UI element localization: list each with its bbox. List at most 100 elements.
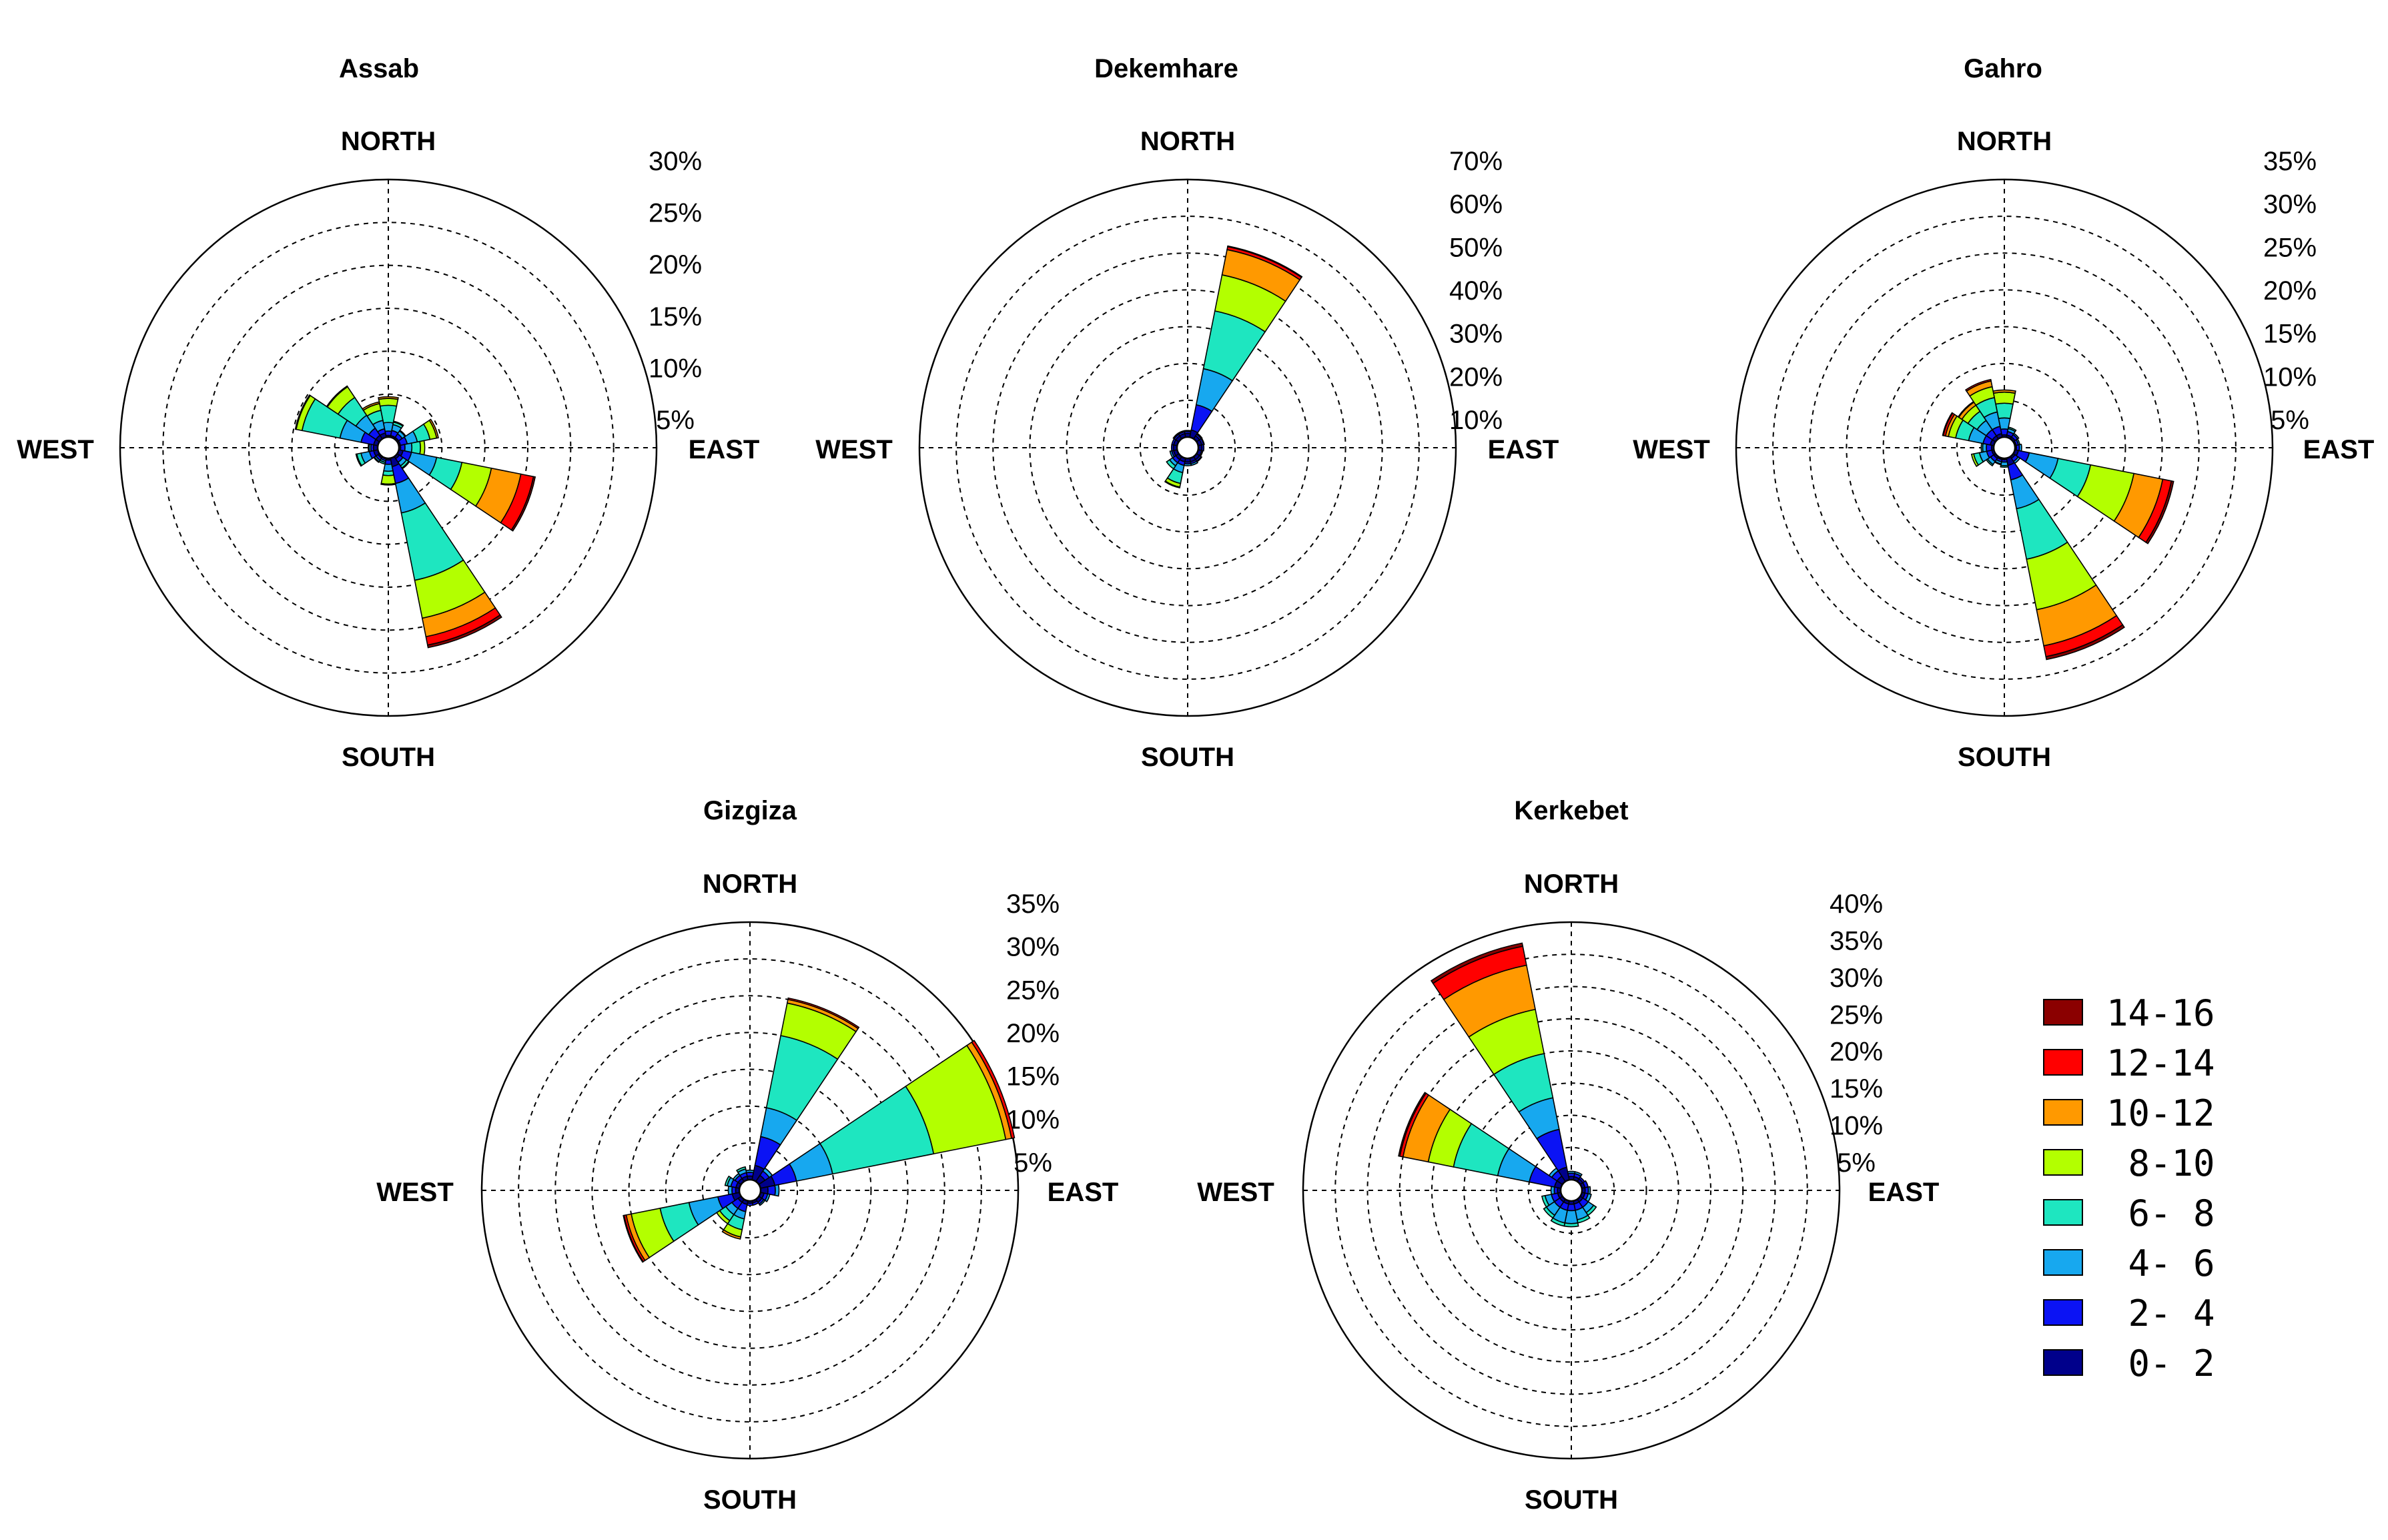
legend-label: 14-16 bbox=[2106, 992, 2215, 1034]
label-west: WEST bbox=[1633, 435, 1710, 464]
grid-ring bbox=[1882, 326, 2126, 570]
sector-segment bbox=[2007, 426, 2017, 432]
sector-segment bbox=[1184, 430, 1192, 433]
ring-label: 15% bbox=[649, 302, 702, 332]
grid-ring bbox=[1495, 1114, 1647, 1266]
sector-segment bbox=[1964, 378, 1992, 392]
sector-segment bbox=[378, 398, 399, 407]
ring-label: 25% bbox=[1006, 976, 1060, 1005]
grid-ring bbox=[1066, 326, 1310, 570]
grid-ring bbox=[665, 1105, 835, 1276]
sector-segment bbox=[380, 474, 396, 485]
legend-label: 0- 2 bbox=[2106, 1342, 2215, 1385]
label-east: EAST bbox=[1868, 1178, 1940, 1207]
ring-label: 30% bbox=[1006, 933, 1060, 962]
sector-segment bbox=[1992, 389, 2016, 394]
sector-segment bbox=[2045, 624, 2125, 661]
ring-label: 20% bbox=[1006, 1019, 1060, 1048]
sector-segment bbox=[1567, 1170, 1576, 1174]
legend-item: 6- 8 bbox=[2043, 1192, 2215, 1234]
ring-label: 30% bbox=[1830, 964, 1883, 993]
legend-item: 2- 4 bbox=[2043, 1292, 2215, 1334]
sector-segment bbox=[368, 443, 370, 452]
ring-label: 10% bbox=[1006, 1105, 1060, 1134]
grid-ring bbox=[628, 1068, 872, 1312]
label-east: EAST bbox=[2303, 435, 2375, 464]
chart-title: Assab bbox=[339, 54, 419, 83]
legend-label: 2- 4 bbox=[2106, 1292, 2215, 1334]
legend-label: 4- 6 bbox=[2106, 1242, 2215, 1284]
legend-swatch bbox=[2043, 1249, 2083, 1276]
label-east: EAST bbox=[689, 435, 760, 464]
ring-label: 10% bbox=[2263, 362, 2317, 392]
sector-segment bbox=[727, 1185, 733, 1196]
sector-segment bbox=[1587, 1186, 1591, 1195]
sector-segment bbox=[383, 463, 394, 472]
ring-label: 10% bbox=[1830, 1112, 1883, 1141]
sector-segment bbox=[1201, 444, 1205, 452]
legend-item: 12-14 bbox=[2043, 1042, 2215, 1084]
grid-ring bbox=[1366, 986, 1776, 1395]
ring-label: 20% bbox=[2263, 276, 2317, 306]
legend-label: 10-12 bbox=[2106, 1092, 2215, 1134]
ring-label: 5% bbox=[1014, 1148, 1052, 1178]
legend-label: 8-10 bbox=[2106, 1142, 2215, 1184]
grid-ring bbox=[1809, 252, 2200, 643]
sector-segment bbox=[380, 482, 396, 486]
legend-swatch bbox=[2043, 1149, 2083, 1176]
legend-item: 8-10 bbox=[2043, 1142, 2215, 1184]
label-south: SOUTH bbox=[703, 1485, 797, 1515]
center-hole bbox=[376, 436, 400, 460]
ring-label: 70% bbox=[1449, 147, 1503, 176]
ring-label: 20% bbox=[649, 250, 702, 280]
chart-title: Gizgiza bbox=[703, 796, 797, 825]
legend-swatch bbox=[2043, 1099, 2083, 1126]
grid-ring bbox=[992, 252, 1383, 643]
center-hole bbox=[1176, 436, 1200, 460]
ring-label: 50% bbox=[1449, 233, 1503, 262]
sector-bars bbox=[1942, 378, 2174, 661]
grid-ring bbox=[1102, 362, 1273, 533]
legend-item: 4- 6 bbox=[2043, 1242, 2215, 1284]
polar-grid bbox=[119, 178, 658, 717]
grid-ring bbox=[1956, 399, 2053, 496]
ring-label: 30% bbox=[2263, 190, 2317, 220]
sector-segment bbox=[1980, 442, 1984, 453]
ring-label: 25% bbox=[1830, 1000, 1883, 1030]
label-east: EAST bbox=[1488, 435, 1559, 464]
sector-segment bbox=[392, 420, 404, 427]
sector-segment bbox=[1992, 391, 2016, 405]
ring-label: 30% bbox=[1449, 320, 1503, 349]
grid-ring bbox=[1919, 362, 2090, 533]
polar-grid bbox=[1302, 921, 1841, 1460]
legend-swatch bbox=[2043, 1199, 2083, 1226]
label-south: SOUTH bbox=[1958, 743, 2051, 772]
ring-label: 40% bbox=[1449, 276, 1503, 306]
sector-segment bbox=[623, 1214, 645, 1263]
label-north: NORTH bbox=[341, 127, 436, 156]
ring-label: 35% bbox=[1830, 926, 1883, 955]
ring-label: 15% bbox=[1006, 1062, 1060, 1092]
sector-segment bbox=[2018, 444, 2022, 452]
sector-segment bbox=[326, 385, 349, 408]
ring-label: 35% bbox=[2263, 147, 2317, 176]
ring-label: 5% bbox=[2271, 406, 2309, 435]
grid-ring bbox=[1029, 289, 1346, 607]
wind-rose-gahro: Gahro NORTH SOUTH EAST WEST 5% 10% 15% 20% 2… bbox=[1633, 54, 2374, 772]
label-south: SOUTH bbox=[1525, 1485, 1618, 1515]
legend-item: 0- 2 bbox=[2043, 1342, 2215, 1385]
ring-label: 35% bbox=[1006, 889, 1060, 919]
chart-title: Dekemhare bbox=[1094, 54, 1238, 83]
label-west: WEST bbox=[815, 435, 893, 464]
label-east: EAST bbox=[1048, 1178, 1119, 1207]
sector-segment bbox=[1541, 1194, 1550, 1208]
sector-segment bbox=[1170, 444, 1174, 452]
center-hole bbox=[738, 1178, 762, 1202]
label-north: NORTH bbox=[1140, 127, 1235, 156]
polar-grid bbox=[918, 178, 1457, 717]
grid-ring bbox=[1431, 1050, 1711, 1330]
polar-grid bbox=[1735, 178, 2274, 717]
center-hole bbox=[1992, 436, 2016, 460]
sector-segment bbox=[721, 1229, 742, 1240]
sector-segment bbox=[361, 401, 380, 412]
